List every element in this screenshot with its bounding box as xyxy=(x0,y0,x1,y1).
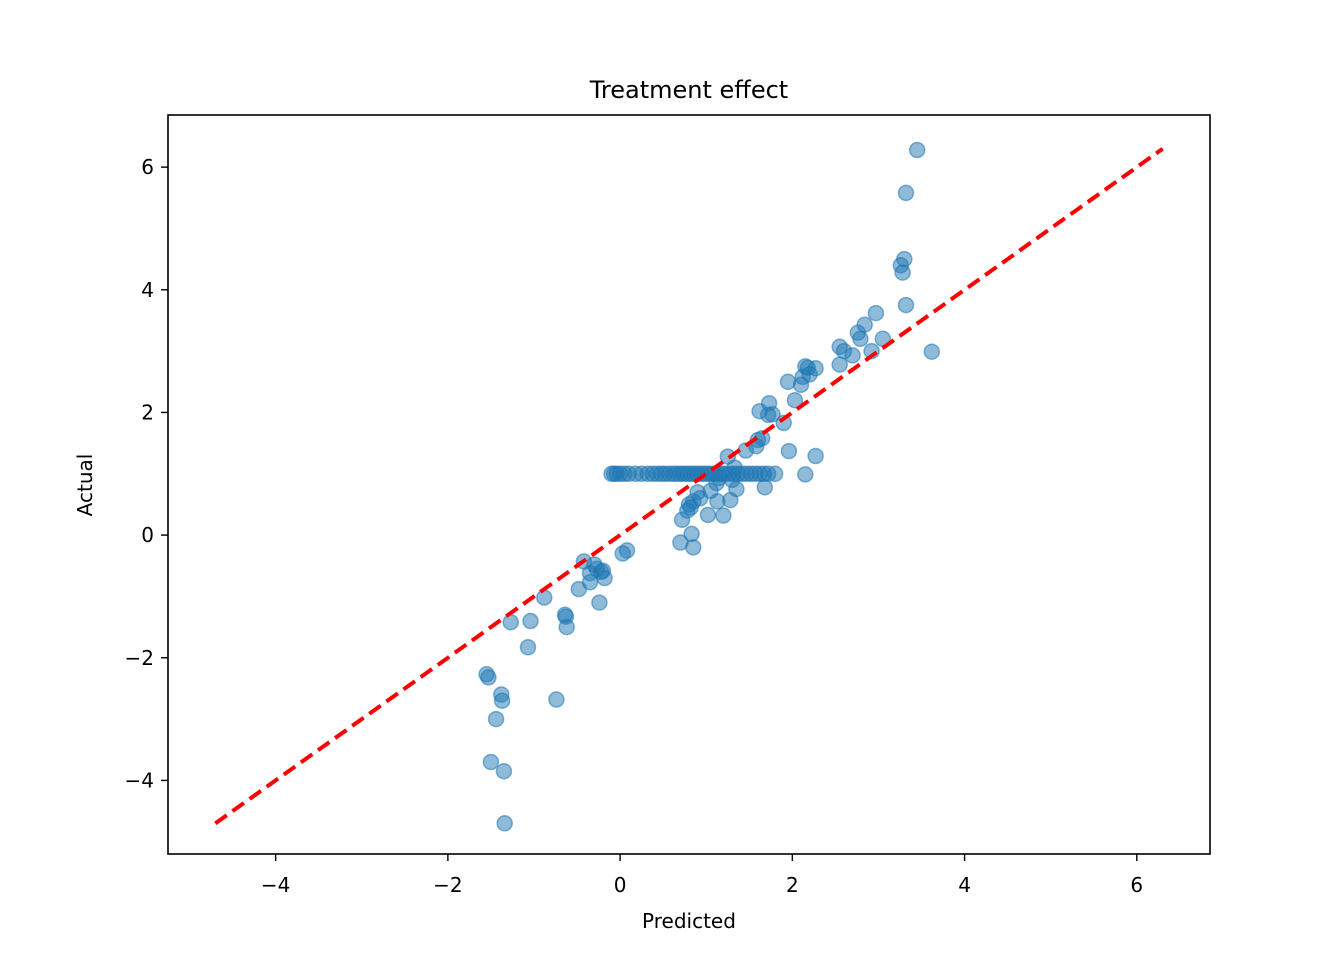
scatter-points xyxy=(478,141,941,832)
x-tick-label: 4 xyxy=(958,873,971,897)
y-tick-label: 6 xyxy=(141,155,154,179)
scatter-point xyxy=(522,612,539,630)
scatter-point xyxy=(780,442,798,460)
scatter-point xyxy=(496,815,513,832)
plot-frame xyxy=(167,114,1211,855)
scatter-point xyxy=(756,479,774,496)
chart-title: Treatment effect xyxy=(589,76,788,104)
y-tick-label: −4 xyxy=(125,768,154,792)
scatter-point xyxy=(923,343,941,360)
scatter-point xyxy=(779,373,797,391)
scatter-point xyxy=(751,402,768,420)
x-tick-label: −2 xyxy=(433,873,462,897)
x-tick-label: −4 xyxy=(261,873,290,897)
scatter-point xyxy=(685,539,702,556)
scatter-point xyxy=(797,466,814,483)
scatter-point xyxy=(548,691,565,708)
scatter-point xyxy=(831,356,848,373)
x-axis-ticks: −4 −2 0 2 4 6 xyxy=(261,854,1143,897)
scatter-point xyxy=(536,589,553,606)
scatter-point xyxy=(558,618,575,636)
y-axis-ticks: −4 −2 0 2 4 6 xyxy=(125,155,168,792)
scatter-point xyxy=(487,710,505,728)
y-tick-label: 4 xyxy=(141,278,154,302)
identity-reference-line xyxy=(214,147,1164,825)
scatter-point xyxy=(709,493,726,510)
x-axis-label: Predicted xyxy=(642,909,736,933)
scatter-point xyxy=(908,141,926,159)
scatter-point xyxy=(852,330,869,348)
y-tick-label: 0 xyxy=(141,523,154,547)
scatter-point xyxy=(897,184,915,202)
y-axis-label: Actual xyxy=(73,454,97,517)
scatter-point xyxy=(759,465,777,483)
x-tick-label: 0 xyxy=(614,873,627,897)
scatter-point xyxy=(699,506,717,524)
scatter-point xyxy=(482,753,500,771)
scatter-point xyxy=(715,507,732,524)
scatter-point xyxy=(519,639,537,656)
scatter-point xyxy=(867,304,885,322)
scatter-point xyxy=(495,762,513,780)
scatter-point xyxy=(493,692,511,709)
x-tick-label: 6 xyxy=(1130,873,1143,897)
scatter-point xyxy=(894,264,911,281)
scatter-point xyxy=(807,447,824,465)
scatter-point xyxy=(591,594,608,611)
scatter-point xyxy=(897,296,915,314)
scatter-point xyxy=(502,613,519,631)
y-tick-label: −2 xyxy=(125,646,154,670)
y-tick-label: 2 xyxy=(141,400,154,424)
scatter-point xyxy=(480,669,497,686)
scatter-point xyxy=(689,483,706,501)
scatter-point xyxy=(673,511,691,529)
scatter-point xyxy=(614,545,631,562)
scatter-point xyxy=(570,580,588,598)
scatter-point xyxy=(786,391,804,409)
x-tick-label: 2 xyxy=(786,873,799,897)
scatter-point xyxy=(831,338,848,356)
